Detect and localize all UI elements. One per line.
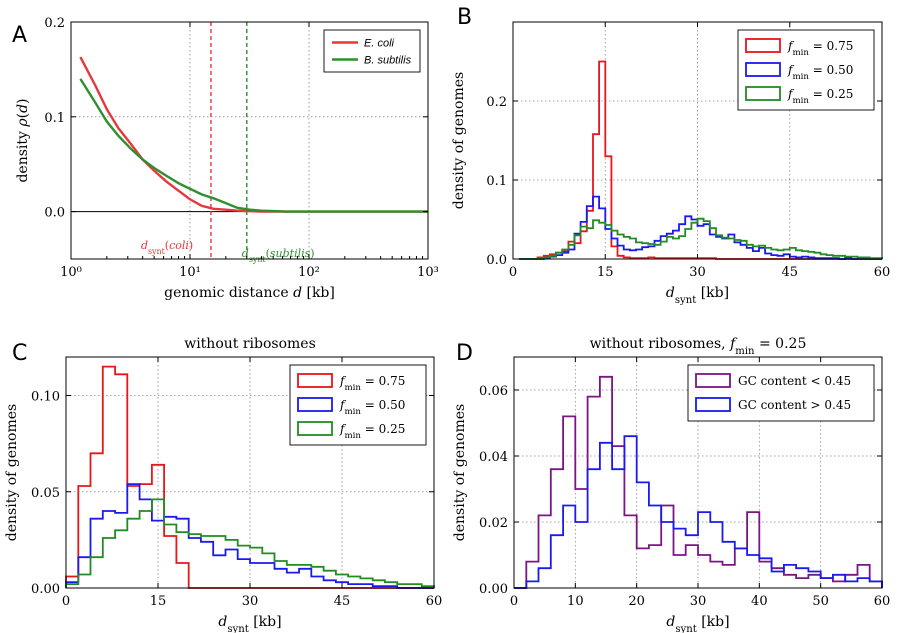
legend: GC content < 0.45 GC content > 0.45 — [687, 364, 875, 422]
x-tick-label: 45 — [334, 594, 351, 609]
y-tick-label: 0.0 — [44, 206, 65, 221]
y-tick-label: 0.0 — [486, 253, 507, 268]
x-axis-label: dsynt [kb] — [666, 285, 729, 306]
legend-label: fmin = 0.50 — [787, 63, 853, 82]
y-tick-label: 0.06 — [479, 384, 508, 399]
x-tick-label: 10 — [567, 594, 584, 609]
legend: fmin = 0.75 fmin = 0.50 fmin = 0.25 — [289, 364, 427, 446]
x-tick-label: 40 — [751, 594, 768, 609]
legend-box — [289, 364, 427, 446]
x-tick-label: 10⁰ — [60, 265, 82, 280]
x-tick-label: 60 — [874, 265, 891, 280]
legend-box — [737, 29, 875, 111]
panel-b: B 0 15 30 45 60 0.0 0.1 0.2 dsynt [kb] density of … — [451, 5, 890, 306]
x-tick-label: 10¹ — [179, 265, 201, 280]
legend-swatch — [745, 38, 781, 53]
x-tick-label: 0 — [510, 594, 518, 609]
x-axis-label: genomic distance d [kb] — [164, 285, 335, 301]
y-tick-label: 0.04 — [479, 450, 508, 465]
x-tick-label: 0 — [62, 594, 70, 609]
histogram-series — [65, 483, 434, 589]
series-line — [79, 56, 428, 213]
legend-label: fmin = 0.25 — [339, 422, 405, 441]
panel-letter: D — [456, 341, 473, 366]
panel-letter: A — [12, 23, 27, 48]
y-tick-label: 0.00 — [479, 582, 508, 597]
chart-title: without ribosomes, fmin = 0.25 — [590, 336, 807, 357]
legend-swatch — [745, 62, 781, 77]
y-axis-label: density of genomes — [4, 404, 20, 541]
y-tick-label: 0.1 — [44, 111, 65, 126]
x-tick-label: 10³ — [417, 265, 439, 280]
y-tick-label: 0.2 — [486, 95, 507, 110]
x-tick-label: 30 — [689, 265, 706, 280]
legend-swatch — [297, 397, 333, 412]
histogram-series — [65, 498, 435, 588]
x-axis-label: dsynt [kb] — [218, 614, 281, 633]
reference-line-label: dsynt(coli) — [141, 239, 193, 256]
x-tick-label: 0 — [509, 265, 517, 280]
y-tick-label: 0.2 — [44, 16, 65, 31]
reference-line-label: dsynt(subtilis) — [242, 247, 315, 264]
histogram-series — [519, 217, 883, 260]
series-line — [79, 78, 428, 213]
x-tick-label: 20 — [628, 594, 645, 609]
x-tick-label: 60 — [426, 594, 443, 609]
legend-label: fmin = 0.75 — [339, 374, 405, 393]
x-tick-label: 30 — [690, 594, 707, 609]
x-tick-label: 45 — [781, 265, 798, 280]
panel-letter: B — [457, 5, 472, 30]
grid — [513, 22, 882, 259]
legend: fmin = 0.75 fmin = 0.50 fmin = 0.25 — [737, 29, 875, 111]
chart-title: without ribosomes — [184, 336, 316, 352]
x-tick-label: 60 — [874, 594, 891, 609]
legend-label: E. coli — [364, 38, 395, 50]
y-axis-label: density ρ(d) — [15, 98, 31, 182]
legend-swatch — [297, 421, 333, 436]
legend-label: fmin = 0.25 — [787, 87, 853, 106]
y-axis-label: density of genomes — [452, 404, 468, 541]
histogram-series — [514, 435, 883, 589]
legend-swatch — [695, 397, 731, 412]
x-tick-label: 50 — [812, 594, 829, 609]
x-tick-label: 15 — [150, 594, 167, 609]
y-tick-label: 0.1 — [486, 174, 507, 189]
legend-label: GC content > 0.45 — [738, 398, 851, 412]
legend-box — [323, 29, 421, 73]
x-tick-label: 30 — [242, 594, 259, 609]
x-axis-label: dsynt [kb] — [666, 614, 729, 633]
legend-label: fmin = 0.75 — [787, 39, 853, 58]
histogram-series — [519, 195, 882, 260]
y-tick-label: 0.10 — [31, 390, 60, 405]
legend-swatch — [745, 86, 781, 101]
y-axis-label: density of genomes — [451, 72, 467, 209]
x-tick-label: 10² — [298, 265, 320, 280]
plot-frame — [70, 21, 429, 260]
panel-letter: C — [12, 341, 27, 366]
legend-label: GC content < 0.45 — [738, 374, 851, 388]
y-tick-label: 0.00 — [31, 582, 60, 597]
legend: E. coli B. subtilis — [323, 29, 421, 73]
legend-label: fmin = 0.50 — [339, 398, 405, 417]
legend-swatch — [695, 373, 731, 388]
legend-swatch — [297, 373, 333, 388]
x-tick-label: 15 — [597, 265, 614, 280]
y-tick-label: 0.02 — [479, 516, 508, 531]
legend-label: B. subtilis — [364, 55, 412, 67]
y-tick-label: 0.05 — [31, 486, 60, 501]
